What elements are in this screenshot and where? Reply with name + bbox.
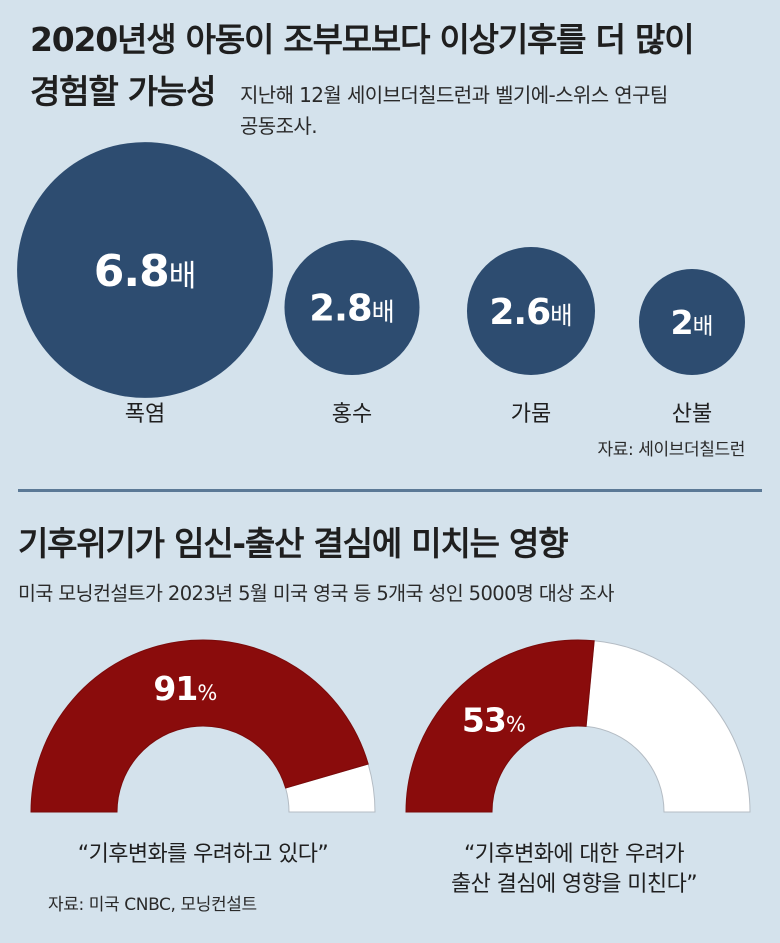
- section-divider: [18, 489, 762, 492]
- chart-2-subtitle: 미국 모닝컨설트가 2023년 5월 미국 영국 등 5개국 성인 5000명 …: [18, 582, 614, 605]
- chart-1-source: 자료: 세이브더칠드런: [597, 440, 746, 460]
- chart-2-source: 자료: 미국 CNBC, 모닝컨설트: [48, 895, 257, 915]
- bubble-category-label: 산불: [672, 402, 712, 427]
- bubble-value-label: 2.8배: [309, 287, 394, 330]
- bubble-category-label: 폭염: [125, 402, 165, 427]
- gauge-value: 91: [153, 669, 197, 708]
- bubble-circle: [466, 246, 596, 375]
- chart-1-subtitle: 지난해 12월 세이브더칠드런과 벨기에-스위스 연구팀 공동조사.: [240, 83, 668, 138]
- gauge-remaining-segment: [585, 640, 751, 813]
- bubble-value-label: 6.8배: [94, 246, 196, 297]
- gauge-filled-segment: [405, 639, 595, 813]
- gauge-category-label: “기후변화에 대한 우려가 출산 결심에 영향을 미친다”: [450, 842, 698, 897]
- bubble-value: 6.8: [94, 246, 169, 297]
- chart-2-title: 기후위기가 임신-출산 결심에 미치는 영향: [18, 524, 569, 563]
- bubble-circle: [639, 269, 745, 375]
- bubble-category-label: 홍수: [332, 402, 372, 427]
- gauge-category-label: “기후변화를 우려하고 있다”: [77, 842, 329, 867]
- gauge-unit: %: [197, 681, 217, 705]
- bubble-value: 2: [671, 303, 693, 342]
- gauge-unit: %: [506, 713, 526, 737]
- gauge-filled-segment: [30, 639, 369, 813]
- gauge-value: 53: [462, 701, 506, 740]
- bubble-value-label: 2.6배: [489, 292, 572, 333]
- bubble-value-label: 2배: [671, 303, 714, 342]
- bubble-unit: 배: [169, 259, 197, 294]
- gauge-value-label: 53%: [462, 701, 526, 740]
- bubble-value: 2.6: [489, 292, 550, 333]
- bubble-category-label: 가뭄: [511, 402, 551, 427]
- gauge-chart: 91%53%: [30, 639, 751, 813]
- bubble-unit: 배: [693, 314, 714, 340]
- chart-1-title: 2020년생 아동이 조부모보다 이상기후를 더 많이 경험할 가능성: [30, 20, 695, 111]
- bubble-unit: 배: [372, 298, 395, 327]
- bubble-circle: [17, 142, 273, 398]
- bubble-circle: [284, 239, 420, 375]
- bubble-unit: 배: [550, 301, 573, 330]
- gauge-value-label: 91%: [153, 669, 217, 708]
- gauge-remaining-segment: [284, 763, 376, 813]
- bubble-value: 2.8: [309, 287, 371, 330]
